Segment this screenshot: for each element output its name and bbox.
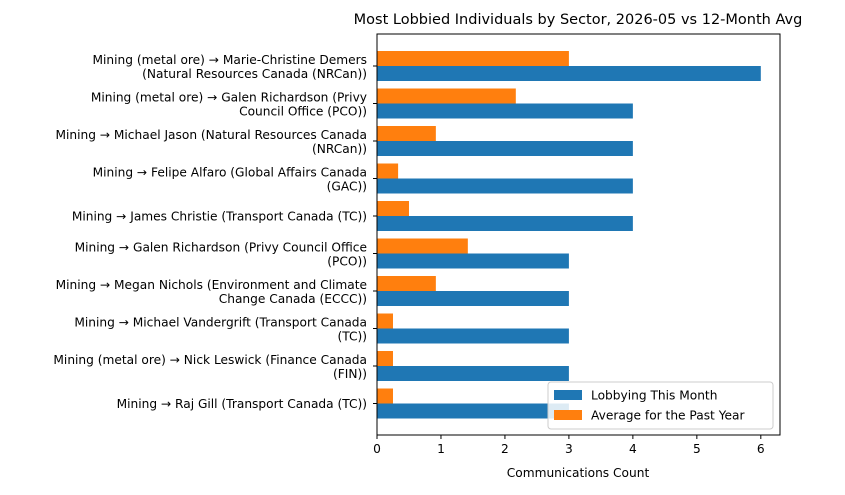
category-labels: Mining (metal ore) → Marie-Christine Dem… bbox=[53, 53, 367, 411]
bar-this-month bbox=[377, 253, 569, 269]
bar-past-year-average bbox=[377, 201, 409, 216]
bar-past-year-average bbox=[377, 238, 468, 254]
x-tick-label: 3 bbox=[565, 442, 573, 456]
legend-swatch bbox=[554, 410, 582, 420]
category-label: Mining → James Christie (Transport Canad… bbox=[72, 210, 367, 224]
x-tick-label: 1 bbox=[437, 442, 445, 456]
x-tick-label: 6 bbox=[757, 442, 765, 456]
bar-past-year-average bbox=[377, 88, 516, 104]
bar-past-year-average bbox=[377, 126, 436, 141]
legend-box bbox=[547, 381, 774, 430]
x-tick-label: 2 bbox=[501, 442, 509, 456]
bar-this-month bbox=[377, 403, 569, 419]
bar-past-year-average bbox=[377, 351, 393, 366]
legend-label: Lobbying This Month bbox=[591, 389, 717, 403]
plot-frame bbox=[376, 33, 781, 436]
x-tick-label: 5 bbox=[693, 442, 701, 456]
chart-title: Most Lobbied Individuals by Sector, 2026… bbox=[354, 12, 803, 28]
category-label: Mining → Raj Gill (Transport Canada (TC)… bbox=[117, 397, 367, 411]
axes-layer: 0 1 2 3 4 5 6 bbox=[373, 33, 781, 456]
bar-this-month bbox=[377, 66, 761, 81]
x-axis-label: Communications Count bbox=[507, 466, 650, 480]
legend-swatch bbox=[554, 390, 582, 400]
category-label: Mining (metal ore) → Nick Leswick (Finan… bbox=[53, 353, 367, 381]
bar-this-month bbox=[377, 178, 633, 194]
bar-this-month bbox=[377, 366, 569, 381]
legend-label: Average for the Past Year bbox=[591, 409, 745, 423]
bar-this-month bbox=[377, 328, 569, 344]
x-tick-label: 4 bbox=[629, 442, 637, 456]
bar-this-month bbox=[377, 103, 633, 119]
bar-past-year-average bbox=[377, 313, 393, 329]
category-label: Mining → Michael Jason (Natural Resource… bbox=[55, 128, 367, 156]
x-tick-label: 0 bbox=[373, 442, 381, 456]
category-label: Mining → Michael Vandergrift (Transport … bbox=[74, 316, 367, 344]
category-label: Mining (metal ore) → Marie-Christine Dem… bbox=[92, 53, 367, 81]
bar-this-month bbox=[377, 291, 569, 306]
category-label: Mining → Felipe Alfaro (Global Affairs C… bbox=[93, 166, 367, 194]
legend: Lobbying This Month Average for the Past … bbox=[547, 381, 774, 430]
bar-past-year-average bbox=[377, 388, 393, 404]
category-label: Mining → Galen Richardson (Privy Council… bbox=[75, 241, 367, 269]
category-label: Mining (metal ore) → Galen Richardson (P… bbox=[91, 91, 367, 119]
bar-this-month bbox=[377, 141, 633, 156]
bar-past-year-average bbox=[377, 276, 436, 291]
category-label: Mining → Megan Nichols (Environment and … bbox=[56, 278, 367, 306]
bars-layer bbox=[377, 51, 761, 419]
bar-this-month bbox=[377, 216, 633, 231]
bar-past-year-average bbox=[377, 163, 399, 179]
bar-past-year-average bbox=[377, 51, 569, 66]
